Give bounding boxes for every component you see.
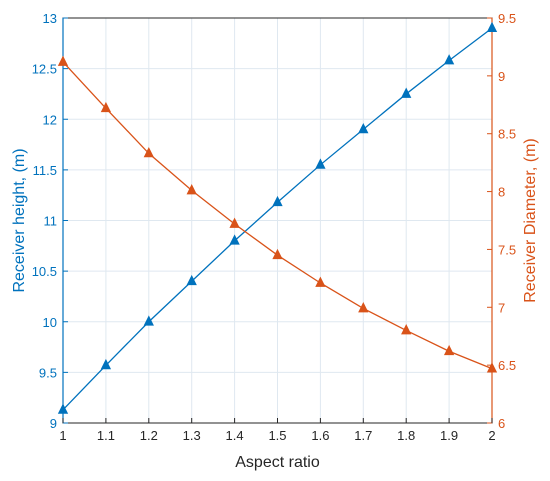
data-point-marker [443,54,455,65]
x-tick-label: 1.6 [311,428,329,443]
right-y-tick-label: 8 [498,185,505,200]
data-point-marker [186,184,197,195]
left-y-tick-label: 11 [44,214,58,229]
data-point-marker [100,358,112,370]
data-point-marker [272,195,283,207]
data-point-marker [143,146,154,158]
data-point-marker [100,101,112,113]
right-y-tick-label: 7.5 [498,242,516,257]
x-tick-label: 1.8 [397,428,415,443]
x-tick-label: 1.9 [440,428,458,443]
left-y-tick-label: 11.5 [33,163,57,178]
data-point-marker [486,21,498,33]
series-layer [57,21,498,414]
x-tick-label: 1.2 [140,428,158,443]
x-axis: 1 1.1 1.2 1.3 1.4 1.5 1.6 1.7 1.8 1.9 2 [59,418,496,443]
data-point-marker [229,234,240,245]
right-y-tick-label: 9 [498,69,505,84]
data-point-marker [358,122,369,134]
left-y-tick-label: 10 [43,315,57,330]
data-point-marker [272,248,283,260]
data-point-marker [315,276,326,287]
data-point-marker [57,403,69,414]
data-point-marker [401,324,412,335]
left-y-axis-label: Receiver height, (m) [11,148,28,292]
data-point-marker [358,302,369,313]
data-point-marker [57,55,69,66]
left-y-tick-label: 12 [43,112,57,127]
data-point-marker [143,315,154,326]
data-point-marker [401,87,412,98]
x-tick-label: 1.5 [268,428,286,443]
right-y-axis: 6 6.5 7 7.5 8 8.5 9 9.5 [487,11,516,431]
left-y-tick-label: 9 [50,416,57,431]
x-tick-label: 1.1 [97,428,115,443]
x-tick-label: 1 [59,428,66,443]
x-tick-label: 1.3 [183,428,201,443]
right-y-tick-label: 6 [498,416,505,431]
x-tick-label: 1.4 [226,428,244,443]
left-y-tick-label: 10.5 [32,264,57,279]
right-y-axis-label: Receiver Diameter, (m) [522,138,539,302]
data-point-marker [186,274,197,286]
x-axis-label: Aspect ratio [235,454,320,471]
right-y-tick-label: 7 [498,300,505,315]
x-tick-label: 2 [488,428,495,443]
left-y-axis: 9 9.5 10 10.5 11 11.5 12 12.5 13 [32,11,68,431]
series-left-axis [57,21,498,414]
data-point-marker [443,344,455,356]
left-y-tick-label: 9.5 [39,365,57,380]
left-y-tick-label: 13 [43,11,57,26]
right-y-tick-label: 8.5 [498,127,516,142]
x-tick-label: 1.7 [354,428,372,443]
data-point-marker [486,362,498,373]
data-point-marker [315,158,326,169]
data-point-marker [229,217,240,228]
right-y-tick-label: 6.5 [498,358,516,373]
series-right-axis [57,55,498,373]
left-y-tick-label: 12.5 [32,62,57,77]
right-y-tick-label: 9.5 [498,11,516,26]
